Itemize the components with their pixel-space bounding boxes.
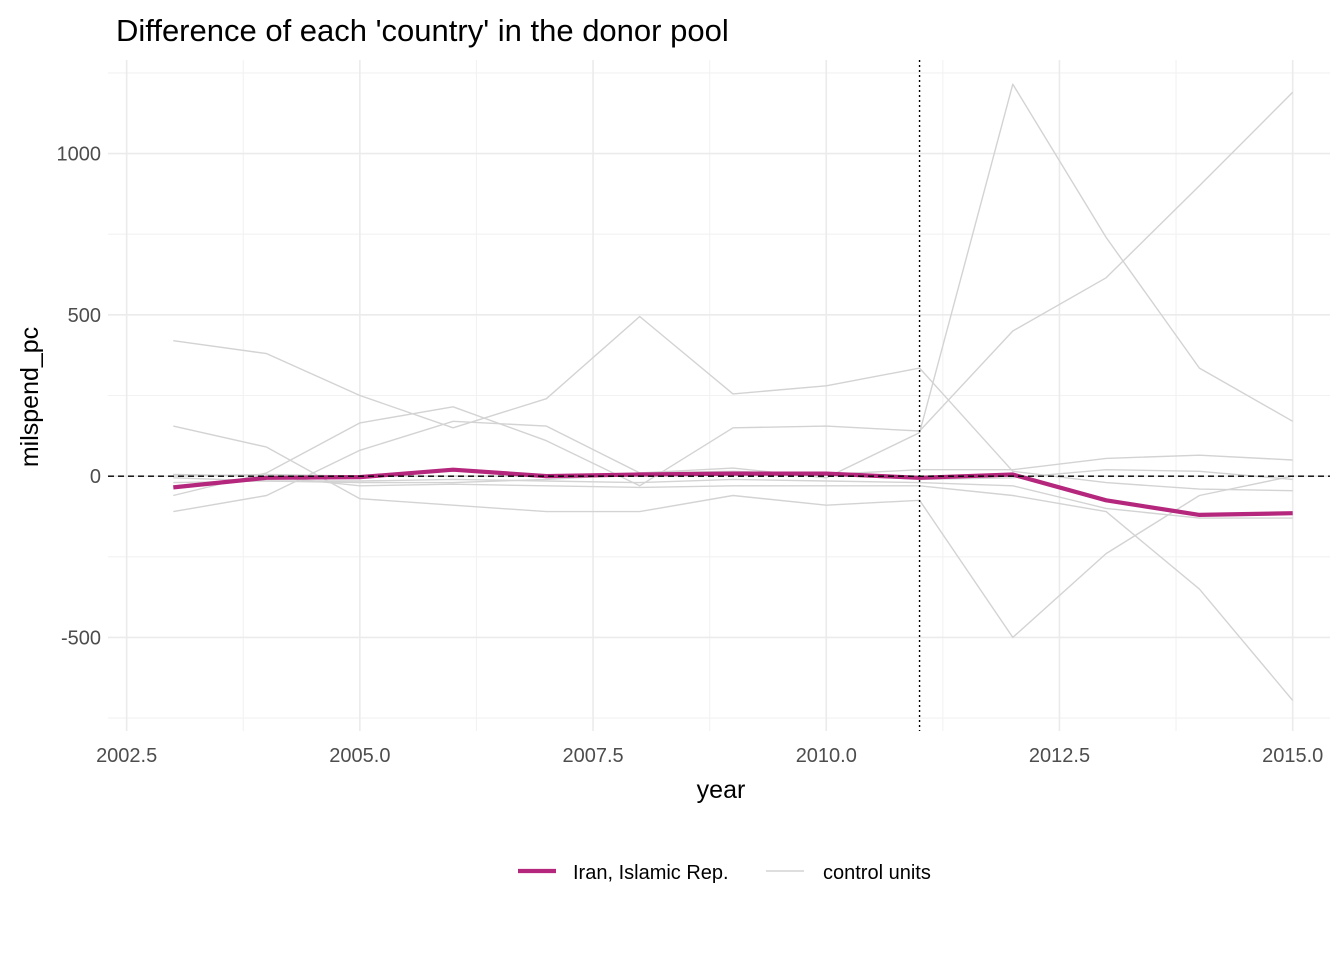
series-line-control-unit [173, 473, 1294, 701]
series-line-control-unit [173, 315, 1293, 492]
series-line-control-unit [173, 83, 1294, 513]
x-axis-title: year [697, 776, 746, 804]
series-line-control-unit [173, 425, 1293, 639]
y-tick-label: 0 [90, 466, 101, 488]
chart-title: Difference of each 'country' in the dono… [116, 13, 729, 48]
legend: Iran, Islamic Rep. control units [518, 862, 931, 884]
series-line-iran [173, 467, 1293, 518]
series-line-control-unit [173, 478, 1293, 519]
y-tick-label: 500 [68, 305, 101, 327]
x-axis-ticks: 2002.5 2005.0 2007.5 2010.0 2012.5 2015.0 [96, 745, 1323, 767]
legend-label: Iran, Islamic Rep. [573, 862, 729, 884]
x-tick-label: 2012.5 [1029, 745, 1090, 767]
y-tick-label: 1000 [57, 144, 102, 166]
y-tick-label: -500 [61, 627, 101, 649]
x-tick-label: 2015.0 [1262, 745, 1323, 767]
legend-label: control units [823, 862, 931, 884]
x-tick-label: 2010.0 [796, 745, 857, 767]
x-tick-label: 2002.5 [96, 745, 157, 767]
series-line-control-unit [173, 91, 1294, 497]
x-tick-label: 2007.5 [562, 745, 623, 767]
x-tick-label: 2005.0 [329, 745, 390, 767]
y-axis-ticks: -500 0 500 1000 [57, 144, 102, 650]
y-axis-title: milspend_pc [16, 327, 44, 467]
plot-panel [108, 60, 1330, 731]
